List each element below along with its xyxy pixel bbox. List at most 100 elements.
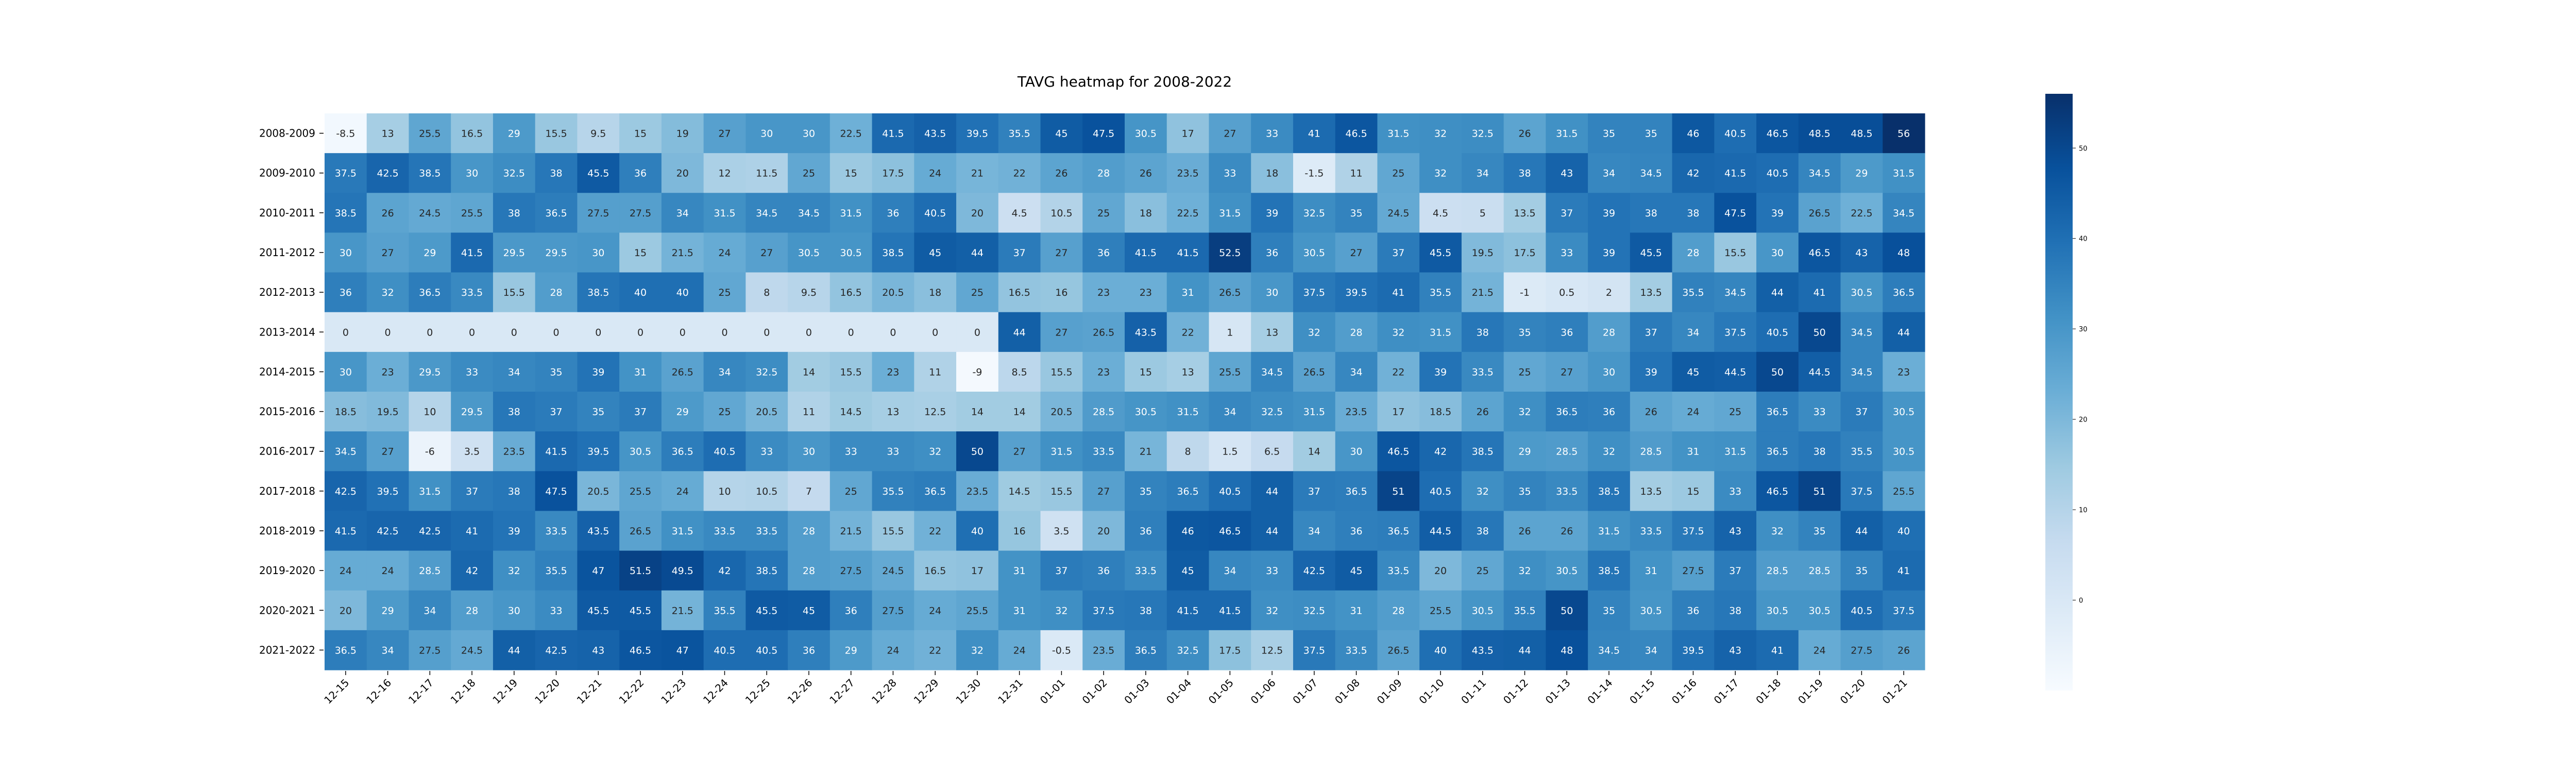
heatmap-cell [1798, 392, 1841, 432]
heatmap-cell [1082, 511, 1125, 551]
heatmap-cell [1082, 113, 1125, 154]
y-tick-label: 2009-2010 [259, 167, 315, 179]
heatmap-cell [1714, 511, 1757, 551]
heatmap-cell-value: 26.5 [1093, 327, 1114, 338]
heatmap-cell [577, 511, 620, 551]
heatmap-cell-value: 2 [1606, 287, 1612, 298]
heatmap-cell-value: 35 [1855, 565, 1868, 577]
heatmap-cell [1125, 590, 1167, 631]
heatmap-cell [493, 630, 536, 670]
heatmap-cell [535, 431, 578, 472]
heatmap-cell-value: 47.5 [545, 486, 567, 497]
x-tick-label: 12-18 [448, 677, 478, 707]
heatmap-cell-value: 20 [971, 208, 984, 219]
heatmap-cell [661, 153, 704, 193]
heatmap-cell-value: 26.5 [1219, 287, 1241, 298]
heatmap-cell-value: 34 [1645, 645, 1657, 656]
heatmap-cell [745, 272, 788, 313]
heatmap-cell-value: 24 [676, 486, 689, 497]
heatmap-cell [1714, 312, 1757, 352]
heatmap-cell-value: 43.5 [924, 128, 946, 140]
heatmap-cell [1630, 153, 1673, 193]
y-tick-label: 2014-2015 [259, 365, 315, 378]
heatmap-cell [1714, 630, 1757, 670]
heatmap-cell [577, 590, 620, 631]
heatmap-cell-value: 34.5 [1851, 366, 1872, 378]
x-tick-label: 01-13 [1543, 677, 1573, 707]
heatmap-cell [703, 431, 746, 472]
heatmap-cell-value: 36 [1266, 247, 1278, 259]
heatmap-cell-value: 38 [550, 168, 562, 179]
heatmap-cell [577, 312, 620, 352]
heatmap-cell [1672, 153, 1715, 193]
heatmap-cell-value: 35.5 [1851, 446, 1872, 458]
heatmap-cell [788, 351, 831, 392]
heatmap-cell [493, 550, 536, 591]
heatmap-cell-value: 15 [845, 168, 857, 179]
heatmap-cell [1714, 193, 1757, 233]
heatmap-cell-value: 37 [1729, 565, 1741, 577]
heatmap-cell-value: 35 [1140, 486, 1152, 497]
heatmap-cell-value: 36 [845, 605, 857, 616]
heatmap-cell-value: 20.5 [756, 407, 777, 418]
heatmap-cell [1714, 590, 1757, 631]
heatmap-cell [1377, 351, 1420, 392]
heatmap-cell-value: 32 [508, 565, 520, 577]
heatmap-cell [745, 590, 788, 631]
heatmap-cell-value: 9.5 [590, 128, 606, 140]
heatmap-cell-value: 26.5 [672, 366, 693, 378]
heatmap-cell [872, 272, 914, 313]
heatmap-cell-value: 42.5 [335, 486, 357, 497]
heatmap-cell-value: 31 [1350, 605, 1362, 616]
heatmap-cell [1335, 113, 1378, 154]
heatmap-cell-value: 15.5 [1050, 366, 1072, 378]
heatmap-cell [872, 550, 914, 591]
heatmap-cell [1209, 431, 1251, 472]
heatmap-cell [493, 431, 536, 472]
heatmap-cell [1377, 511, 1420, 551]
heatmap-cell [1798, 431, 1841, 472]
heatmap-cell-value: 13 [1266, 327, 1278, 338]
x-tick-label: 01-07 [1290, 677, 1320, 707]
heatmap-cell [325, 431, 367, 472]
heatmap-cell-value: 33.5 [756, 526, 777, 537]
heatmap-cell [366, 431, 410, 472]
heatmap-cell [1209, 392, 1251, 432]
heatmap-cell [1630, 392, 1673, 432]
heatmap-cell-value: 25 [971, 287, 984, 298]
heatmap-cell [914, 471, 957, 512]
heatmap-cell [998, 431, 1041, 472]
heatmap-cell [1672, 550, 1715, 591]
heatmap-cell-value: 30.5 [1893, 407, 1914, 418]
heatmap-cell-value: 39.5 [967, 128, 988, 140]
heatmap-cell-value: 27 [1013, 446, 1026, 458]
heatmap-cell [1166, 272, 1210, 313]
heatmap-cell [409, 431, 451, 472]
heatmap-cell [956, 590, 999, 631]
heatmap-cell [1840, 550, 1883, 591]
heatmap-cell [998, 550, 1041, 591]
heatmap-cell [451, 312, 494, 352]
heatmap-cell [1377, 232, 1420, 273]
heatmap-cell [914, 550, 957, 591]
heatmap-cell-value: 10 [718, 486, 731, 497]
heatmap-cell [577, 550, 620, 591]
heatmap-cell [1588, 153, 1631, 193]
heatmap-cell-value: 45 [1182, 565, 1194, 577]
y-tick-label: 2020-2021 [259, 604, 315, 616]
heatmap-cell-value: 32.5 [1472, 128, 1494, 140]
heatmap-cell [325, 550, 367, 591]
heatmap-cell [661, 113, 704, 154]
heatmap-cell [1040, 392, 1083, 432]
heatmap-cell-value: 31.5 [1893, 168, 1914, 179]
heatmap-cell [1293, 511, 1336, 551]
heatmap-cell-value: 31 [1645, 565, 1657, 577]
heatmap-cell [1798, 630, 1841, 670]
heatmap-cell-value: 33 [845, 446, 857, 458]
heatmap-cell-value: 38.5 [1598, 486, 1620, 497]
x-tick-label: 01-02 [1080, 677, 1110, 707]
heatmap-cell-value: 49.5 [672, 565, 693, 577]
heatmap-cell-value: 37 [550, 407, 562, 418]
heatmap-cell [788, 392, 831, 432]
heatmap-cell-value: 0 [385, 327, 391, 338]
